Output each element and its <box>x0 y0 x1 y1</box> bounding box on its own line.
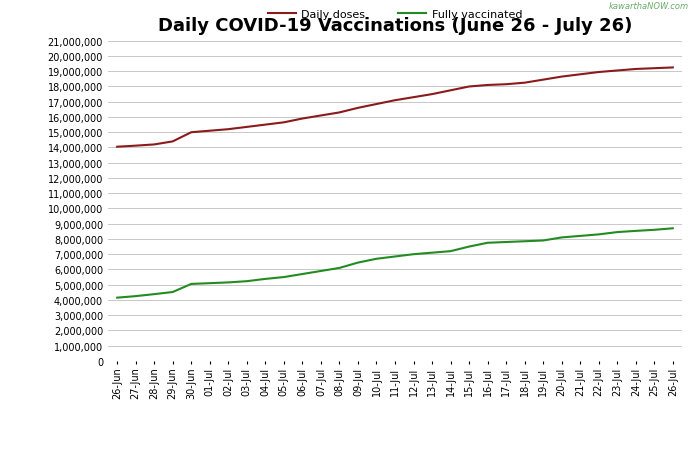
Fully vaccinated <box>539 238 547 244</box>
Daily doses <box>280 120 288 126</box>
Fully vaccinated <box>335 266 344 271</box>
Fully vaccinated <box>243 279 251 284</box>
Daily doses <box>298 117 306 122</box>
Daily doses <box>650 66 658 72</box>
Daily doses <box>631 67 640 73</box>
Fully vaccinated <box>428 250 436 256</box>
Fully vaccinated <box>372 257 381 262</box>
Daily doses <box>317 113 325 119</box>
Line: Daily doses: Daily doses <box>117 68 673 147</box>
Daily doses <box>205 129 214 134</box>
Fully vaccinated <box>280 275 288 280</box>
Daily doses <box>484 83 492 88</box>
Fully vaccinated <box>391 254 400 260</box>
Fully vaccinated <box>521 239 529 244</box>
Title: Daily COVID-19 Vaccinations (June 26 - July 26): Daily COVID-19 Vaccinations (June 26 - J… <box>158 17 632 35</box>
Daily doses <box>521 81 529 86</box>
Fully vaccinated <box>594 232 603 238</box>
Daily doses <box>446 88 454 94</box>
Fully vaccinated <box>205 281 214 286</box>
Daily doses <box>594 70 603 75</box>
Fully vaccinated <box>261 276 269 282</box>
Fully vaccinated <box>557 235 566 241</box>
Daily doses <box>224 127 232 133</box>
Fully vaccinated <box>298 272 306 277</box>
Line: Fully vaccinated: Fully vaccinated <box>117 229 673 298</box>
Daily doses <box>557 75 566 80</box>
Daily doses <box>372 102 381 107</box>
Daily doses <box>502 82 510 88</box>
Daily doses <box>113 144 121 150</box>
Daily doses <box>354 106 362 112</box>
Daily doses <box>243 125 251 131</box>
Fully vaccinated <box>132 294 140 299</box>
Fully vaccinated <box>650 227 658 233</box>
Fully vaccinated <box>484 240 492 246</box>
Daily doses <box>428 92 436 98</box>
Daily doses <box>335 110 344 116</box>
Daily doses <box>576 72 585 78</box>
Fully vaccinated <box>409 252 418 257</box>
Fully vaccinated <box>113 295 121 301</box>
Daily doses <box>168 139 177 145</box>
Fully vaccinated <box>354 260 362 266</box>
Fully vaccinated <box>187 282 196 287</box>
Legend: Daily doses, Fully vaccinated: Daily doses, Fully vaccinated <box>263 6 527 25</box>
Fully vaccinated <box>576 234 585 239</box>
Daily doses <box>613 69 622 74</box>
Fully vaccinated <box>168 289 177 295</box>
Fully vaccinated <box>502 240 510 245</box>
Fully vaccinated <box>150 292 159 297</box>
Text: kawarthaNOW.com: kawarthaNOW.com <box>609 2 689 11</box>
Daily doses <box>391 98 400 104</box>
Daily doses <box>132 144 140 149</box>
Daily doses <box>539 78 547 83</box>
Fully vaccinated <box>631 229 640 234</box>
Fully vaccinated <box>613 230 622 235</box>
Daily doses <box>669 65 677 71</box>
Daily doses <box>409 95 418 101</box>
Daily doses <box>187 130 196 136</box>
Daily doses <box>261 123 269 128</box>
Daily doses <box>150 142 159 148</box>
Daily doses <box>465 85 473 90</box>
Fully vaccinated <box>669 226 677 232</box>
Fully vaccinated <box>224 280 232 286</box>
Fully vaccinated <box>465 244 473 250</box>
Fully vaccinated <box>446 249 454 254</box>
Fully vaccinated <box>317 269 325 274</box>
